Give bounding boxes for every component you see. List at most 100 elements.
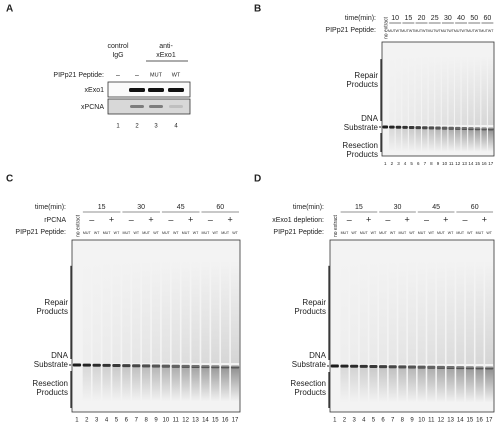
lane-number: 8 [144,418,148,424]
condition: + [443,214,448,224]
lane-condition: MUT [162,231,171,235]
band [148,88,164,92]
band [151,364,161,368]
band [415,126,422,130]
smear [132,367,141,402]
time-point: 15 [404,15,412,22]
time-point: 25 [431,15,439,22]
lane-condition: MUT [456,231,465,235]
lane-condition: WT [173,231,179,235]
band [428,126,435,130]
smear [389,129,395,152]
lane-number: 2 [135,124,139,130]
smear [454,55,461,125]
band [82,363,91,367]
band [398,365,407,369]
band [132,364,141,368]
lane-number: 4 [362,418,366,424]
condition: + [405,214,410,224]
smear [151,367,161,402]
band [402,125,408,129]
band [481,127,487,131]
lane-condition: WT [428,231,434,235]
lane-condition: WT [475,29,481,33]
lane-number: 8 [401,418,405,424]
resection-label: Resection [342,141,378,150]
lane-number: 2 [85,418,89,424]
row-label: PIPp21 Peptide: [325,27,376,34]
lane-number: 10 [163,418,170,424]
smear [468,129,474,152]
band [201,365,210,369]
lane-condition: WT [212,231,218,235]
band [191,365,200,368]
band [359,364,368,368]
row-label: xExo1 depletion: [272,217,324,224]
smear [465,368,474,403]
lane-condition: – [116,72,120,79]
lane-condition: WT [114,231,120,235]
lane-number: 6 [381,418,385,424]
smear [122,367,131,402]
lane-number: 17 [232,418,239,424]
smear [427,260,436,364]
row-label: PIPp21 Peptide: [15,229,66,236]
smear [408,55,415,125]
band [141,364,151,368]
lane-condition: MUT [476,231,485,235]
lane-condition: WT [172,72,181,78]
lane-number: 12 [182,418,189,424]
smear [369,260,378,364]
lane-number: 10 [418,418,425,424]
condition: + [148,214,153,224]
lane-number: 9 [437,161,440,166]
lane-condition: WT [153,231,159,235]
smear [435,129,441,152]
lane-number: 7 [424,161,427,166]
band [475,366,484,370]
smear [408,129,415,152]
lane-number: 7 [135,418,139,424]
resection-label: Resection [290,379,326,388]
band [408,126,415,129]
smear [474,55,481,125]
lane-condition: WT [486,231,492,235]
band [330,364,339,368]
lane-number: 15 [467,418,474,424]
repair-label: Repair [302,298,326,307]
row-label: xExo1 [85,87,105,94]
smear [461,55,468,125]
band [417,365,426,369]
band [468,127,474,131]
smear [230,367,240,402]
smear [481,55,487,125]
smear [407,368,417,403]
no-extract-label: no extract [333,214,339,237]
panel-letter: C [6,174,13,185]
lane-number: 3 [352,418,356,424]
smear [448,129,454,152]
smear [201,260,210,363]
lane-number: 5 [410,161,413,166]
band [487,127,494,131]
band [129,88,145,92]
panel-letter: B [254,4,261,15]
smear [428,55,435,125]
condition: – [89,214,94,224]
condition: + [227,214,232,224]
smear [82,260,91,363]
lane-number: 14 [202,418,209,424]
lane-number: 9 [154,418,158,424]
smear [181,260,190,363]
lane-condition: WT [422,29,428,33]
lane-condition: MUT [418,231,427,235]
lane-number: 8 [430,161,433,166]
smear [446,260,455,364]
smear [359,368,368,403]
smear [395,129,402,152]
smear [102,367,111,402]
lane-condition: MUT [401,29,410,33]
smear [456,260,465,364]
lane-number: 15 [212,418,219,424]
